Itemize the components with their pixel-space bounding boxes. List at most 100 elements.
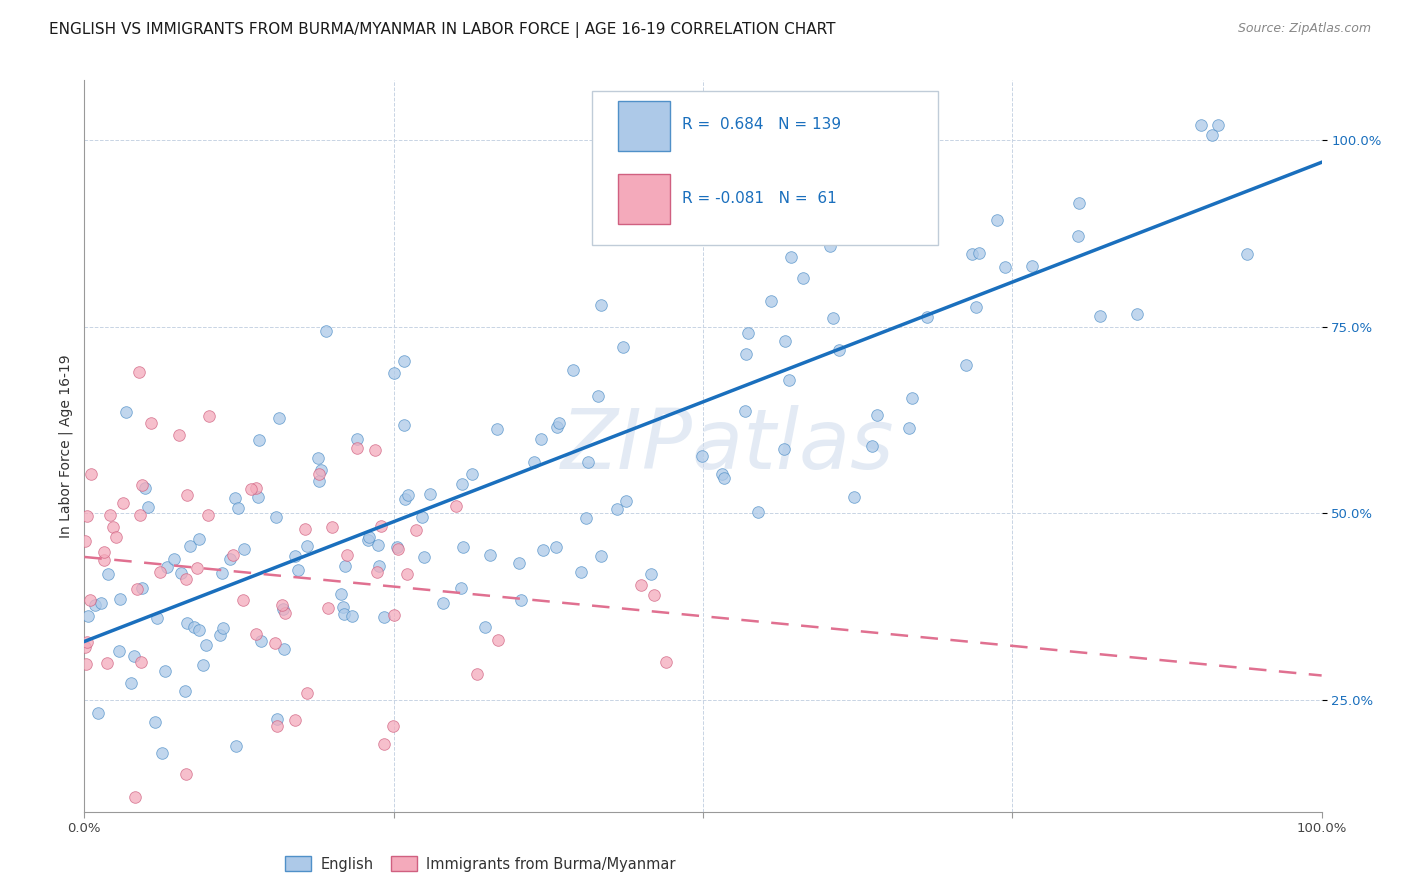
Point <box>759 293 782 308</box>
Point <box>432 596 454 610</box>
Point <box>373 609 395 624</box>
Point <box>737 326 759 340</box>
Point <box>531 542 554 557</box>
Point <box>612 340 634 354</box>
Point <box>465 667 488 681</box>
Point <box>589 298 612 312</box>
Point <box>965 300 987 314</box>
Point <box>98 508 121 523</box>
Point <box>330 587 353 601</box>
Point <box>226 501 249 516</box>
Point <box>274 606 297 620</box>
Point <box>308 467 330 481</box>
Point <box>197 508 219 522</box>
Point <box>198 409 221 423</box>
Point <box>825 202 848 216</box>
Point <box>167 428 190 442</box>
Text: R = -0.081   N =  61: R = -0.081 N = 61 <box>682 191 837 206</box>
Point <box>394 491 416 506</box>
Point <box>79 592 101 607</box>
Point <box>188 624 211 638</box>
Point <box>295 686 318 700</box>
Point <box>309 463 332 477</box>
Point <box>219 552 242 566</box>
Point <box>108 644 131 658</box>
Point <box>267 411 290 425</box>
Point <box>83 598 105 612</box>
Point <box>80 467 103 481</box>
Point <box>176 488 198 502</box>
Text: ENGLISH VS IMMIGRANTS FROM BURMA/MYANMAR IN LABOR FORCE | AGE 16-19 CORRELATION : ENGLISH VS IMMIGRANTS FROM BURMA/MYANMAR… <box>49 22 835 38</box>
Point <box>614 494 637 508</box>
Point <box>1069 196 1091 211</box>
Point <box>76 608 98 623</box>
Point <box>1088 309 1111 323</box>
Point <box>655 655 678 669</box>
Point <box>183 620 205 634</box>
Point <box>143 715 166 730</box>
Point <box>366 565 388 579</box>
Point <box>866 408 889 422</box>
Point <box>150 746 173 760</box>
Point <box>169 566 191 580</box>
Point <box>307 450 329 465</box>
Point <box>1201 128 1223 142</box>
Point <box>284 713 307 727</box>
Point <box>1066 229 1088 244</box>
Point <box>450 477 472 491</box>
Point <box>321 520 343 534</box>
Point <box>690 449 713 463</box>
Point <box>544 540 567 554</box>
Point <box>879 226 901 240</box>
Point <box>75 657 97 672</box>
Point <box>640 566 662 581</box>
Point <box>364 442 387 457</box>
Point <box>630 578 652 592</box>
Point <box>122 648 145 663</box>
Point <box>773 442 796 457</box>
Text: Source: ZipAtlas.com: Source: ZipAtlas.com <box>1237 22 1371 36</box>
Point <box>405 523 427 537</box>
Point <box>510 592 533 607</box>
Point <box>508 557 530 571</box>
Point <box>163 552 186 566</box>
Point <box>186 561 208 575</box>
Point <box>240 482 263 496</box>
Point <box>128 365 150 379</box>
Point <box>131 478 153 492</box>
Point <box>1236 247 1258 261</box>
Point <box>548 417 571 431</box>
Point <box>1208 118 1230 132</box>
Point <box>225 739 247 753</box>
Point <box>606 502 628 516</box>
Point <box>75 534 97 549</box>
Point <box>396 488 419 502</box>
Point <box>211 621 233 635</box>
Point <box>115 405 138 419</box>
Point <box>76 508 98 523</box>
Point <box>332 599 354 614</box>
Point <box>188 532 211 546</box>
Point <box>450 581 472 595</box>
Point <box>134 481 156 495</box>
Point <box>179 539 201 553</box>
FancyBboxPatch shape <box>617 174 669 225</box>
Point <box>789 118 811 132</box>
Point <box>792 270 814 285</box>
Point <box>370 519 392 533</box>
Point <box>643 588 665 602</box>
Point <box>271 598 294 612</box>
Point <box>193 657 215 672</box>
Point <box>357 533 380 547</box>
Point <box>208 628 231 642</box>
Point <box>73 640 96 654</box>
Point <box>382 607 405 622</box>
Point <box>93 544 115 558</box>
Point <box>149 565 172 579</box>
Point <box>136 500 159 514</box>
Point <box>120 676 142 690</box>
Point <box>131 655 153 669</box>
Point <box>530 432 553 446</box>
Point <box>101 520 124 534</box>
Point <box>897 421 920 435</box>
